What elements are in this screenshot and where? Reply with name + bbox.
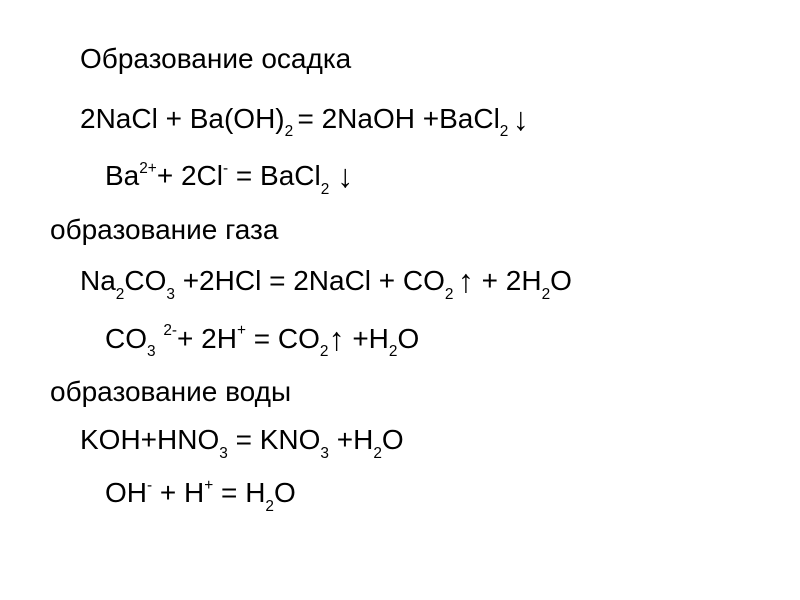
ionic-gas: CO3 2-+ 2H+ = CO2↑ +H2O <box>105 316 755 361</box>
equation-precipitate: 2NaCl + Ва(ОН)2 = 2NaOH +BaCl2 ↓ <box>80 96 755 141</box>
heading-precipitate: Образование осадка <box>80 40 755 78</box>
ionic-water: OH- + H+ = H2O <box>105 474 755 515</box>
section-water: KOH+HNO3 = KNO3 +H2O OH- + H+ = H2O <box>80 421 755 516</box>
section-precipitate: Образование осадка 2NaCl + Ва(ОН)2 = 2Na… <box>80 40 755 199</box>
section-gas: Na2CO3 +2HCl = 2NaCl + CO2 ↑ + 2H2O CO3 … <box>80 258 755 361</box>
equation-gas: Na2CO3 +2HCl = 2NaCl + CO2 ↑ + 2H2O <box>80 258 755 303</box>
chemistry-slide: Образование осадка 2NaCl + Ва(ОН)2 = 2Na… <box>0 0 800 600</box>
ionic-precipitate: Ва2++ 2Cl- = BaCl2 ↓ <box>105 153 755 198</box>
heading-gas: образование газа <box>50 211 755 249</box>
equation-water: KOH+HNO3 = KNO3 +H2O <box>80 421 755 462</box>
heading-water: образование воды <box>50 373 755 411</box>
